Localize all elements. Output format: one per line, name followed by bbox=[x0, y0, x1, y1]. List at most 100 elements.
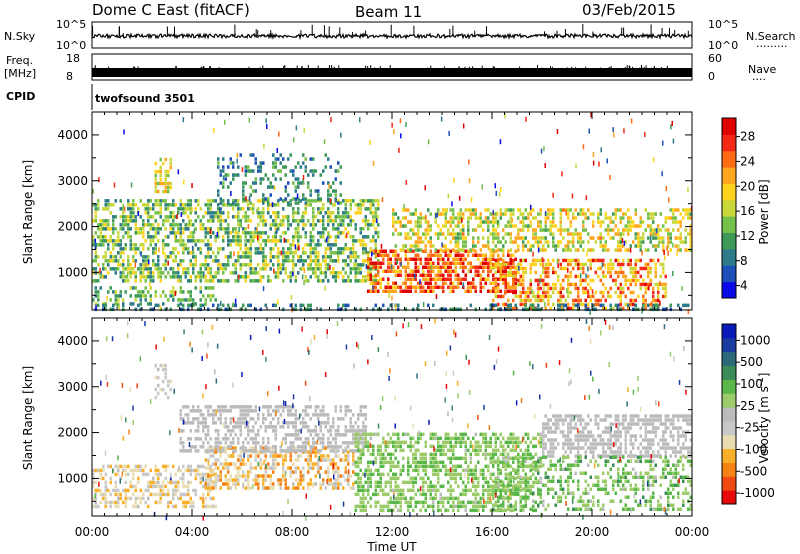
data-cell bbox=[104, 275, 107, 279]
data-cell bbox=[357, 263, 360, 267]
data-cell bbox=[282, 449, 285, 453]
data-cell bbox=[512, 282, 515, 287]
data-cell bbox=[327, 243, 330, 247]
data-cell bbox=[187, 239, 190, 243]
data-cell bbox=[254, 437, 257, 441]
data-cell bbox=[164, 263, 167, 267]
data-cell bbox=[429, 212, 432, 216]
data-cell bbox=[184, 421, 187, 425]
data-cell bbox=[264, 445, 267, 449]
data-cell bbox=[654, 212, 657, 216]
data-cell bbox=[599, 266, 602, 271]
data-cell bbox=[202, 303, 205, 308]
data-cell bbox=[189, 235, 192, 239]
data-cell bbox=[159, 275, 162, 279]
data-cell bbox=[114, 271, 117, 275]
data-cell bbox=[453, 177, 455, 183]
data-cell bbox=[302, 303, 305, 308]
data-cell bbox=[634, 307, 637, 312]
data-cell bbox=[247, 263, 250, 267]
data-cell bbox=[468, 159, 470, 165]
data-cell bbox=[287, 181, 290, 185]
data-cell bbox=[322, 458, 325, 462]
data-cell bbox=[244, 417, 247, 421]
data-cell bbox=[622, 290, 625, 295]
data-cell bbox=[187, 223, 190, 227]
data-cell bbox=[347, 199, 350, 203]
data-cell bbox=[469, 261, 472, 265]
data-cell bbox=[292, 449, 295, 453]
data-cell bbox=[199, 286, 202, 290]
data-cell bbox=[392, 224, 395, 228]
data-cell bbox=[229, 486, 232, 490]
data-cell bbox=[157, 263, 160, 267]
data-cell bbox=[302, 223, 305, 227]
data-cell bbox=[444, 220, 447, 224]
data-cell bbox=[302, 215, 305, 219]
data-cell bbox=[461, 217, 463, 223]
data-cell bbox=[312, 235, 315, 239]
data-cell bbox=[502, 265, 505, 269]
data-cell bbox=[324, 259, 327, 263]
data-cell bbox=[474, 208, 477, 212]
data-cell bbox=[147, 290, 150, 294]
data-cell bbox=[97, 207, 100, 211]
data-cell bbox=[639, 258, 642, 263]
data-cell bbox=[512, 306, 515, 311]
data-cell bbox=[382, 289, 385, 293]
data-cell bbox=[354, 279, 357, 283]
data-cell bbox=[189, 421, 192, 425]
data-cell bbox=[272, 417, 275, 421]
data-cell bbox=[639, 266, 642, 271]
data-cell bbox=[259, 307, 262, 312]
data-cell bbox=[482, 220, 485, 224]
data-cell bbox=[287, 247, 290, 251]
data-cell bbox=[117, 231, 120, 235]
data-cell bbox=[444, 216, 447, 220]
data-cell bbox=[637, 232, 640, 236]
data-cell bbox=[194, 286, 197, 290]
data-cell bbox=[327, 247, 330, 251]
data-cell bbox=[239, 433, 242, 437]
data-cell bbox=[182, 298, 185, 302]
data-cell bbox=[344, 199, 347, 203]
data-cell bbox=[407, 236, 410, 240]
data-cell bbox=[127, 223, 130, 227]
data-cell bbox=[314, 275, 317, 279]
data-cell bbox=[259, 243, 262, 247]
nsky-tick-bottom: 10^0 bbox=[56, 39, 86, 52]
data-cell bbox=[517, 262, 520, 267]
data-cell bbox=[297, 211, 300, 215]
data-cell bbox=[432, 261, 435, 265]
data-cell bbox=[604, 240, 607, 244]
data-cell bbox=[494, 249, 497, 253]
data-cell bbox=[174, 488, 177, 493]
data-cell bbox=[359, 207, 362, 211]
data-cell bbox=[307, 405, 310, 409]
data-cell bbox=[124, 219, 127, 223]
data-cell bbox=[142, 492, 145, 497]
data-cell bbox=[402, 216, 405, 220]
data-cell bbox=[113, 182, 116, 188]
data-cell bbox=[344, 263, 347, 267]
data-cell bbox=[112, 239, 115, 243]
data-cell bbox=[139, 231, 142, 235]
data-cell bbox=[484, 220, 487, 224]
data-cell bbox=[272, 239, 275, 243]
data-cell bbox=[169, 231, 172, 235]
data-cell bbox=[502, 236, 505, 240]
data-cell bbox=[219, 405, 222, 409]
data-cell bbox=[614, 224, 617, 228]
data-cell bbox=[204, 405, 207, 409]
data-cell bbox=[98, 177, 100, 183]
data-cell bbox=[187, 203, 190, 207]
data-cell bbox=[102, 239, 105, 243]
data-cell bbox=[404, 236, 407, 240]
data-cell bbox=[494, 258, 497, 263]
data-cell bbox=[179, 263, 182, 267]
colorbar-tick-label: 20 bbox=[740, 179, 755, 193]
data-cell bbox=[177, 496, 180, 501]
data-cell bbox=[152, 215, 155, 219]
data-cell bbox=[167, 203, 170, 207]
data-cell bbox=[152, 263, 155, 267]
